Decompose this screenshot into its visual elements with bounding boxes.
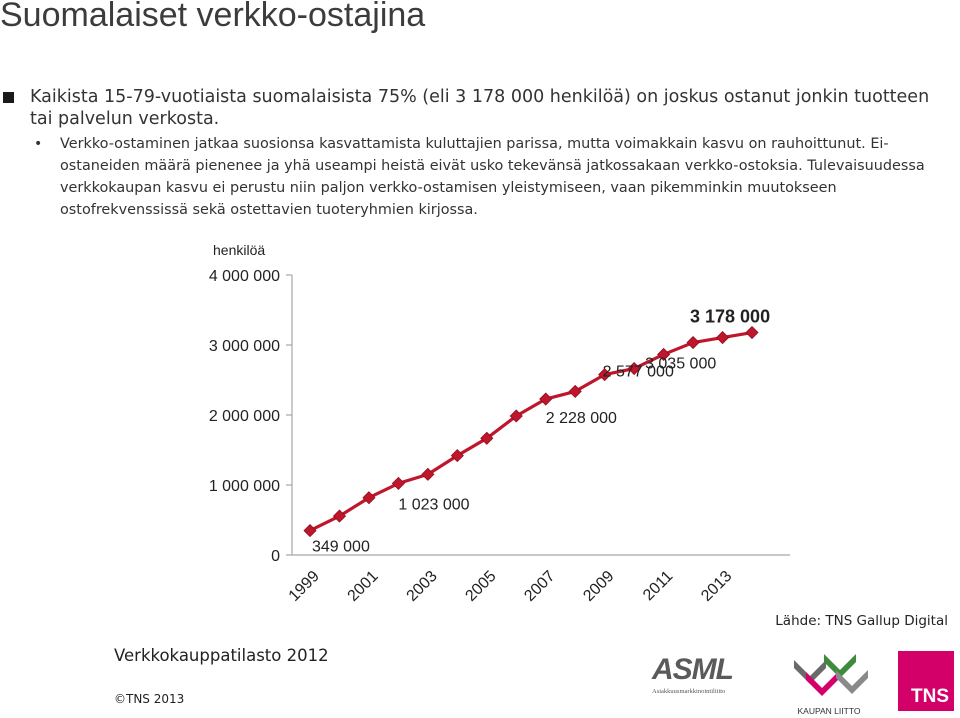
data-point bbox=[391, 476, 405, 490]
source-note: Lähde: TNS Gallup Digital bbox=[775, 613, 948, 629]
x-tick-label: 2007 bbox=[521, 568, 558, 605]
asml-logo-text: ASML bbox=[652, 653, 734, 686]
data-label: 3 178 000 bbox=[690, 307, 770, 327]
bullet-main: Kaikista 15-79-vuotiaista suomalaisista … bbox=[0, 86, 950, 130]
data-point bbox=[598, 368, 612, 382]
data-point bbox=[657, 347, 671, 362]
dot-bullet-icon: • bbox=[34, 136, 43, 152]
square-bullet-icon bbox=[3, 92, 14, 103]
data-point bbox=[450, 449, 464, 463]
x-tick-label: 2009 bbox=[580, 568, 617, 605]
asml-logo-subtitle: Asiakkuusmarkkinointiliitto bbox=[652, 688, 726, 695]
data-label: 3 035 000 bbox=[645, 356, 716, 373]
data-point bbox=[715, 331, 730, 345]
series-layer bbox=[303, 325, 759, 538]
tns-logo: TNS bbox=[898, 651, 954, 711]
data-label: 1 023 000 bbox=[398, 496, 469, 513]
data-point bbox=[362, 491, 376, 505]
y-axis: 0 1 000 000 2 000 000 3 000 000 4 000 000 hen… bbox=[209, 242, 293, 565]
x-tick-label: 2011 bbox=[640, 568, 676, 604]
x-tick-label: 1999 bbox=[286, 568, 323, 605]
x-tick-label: 2003 bbox=[404, 568, 441, 605]
y-tick-label: 3 000 000 bbox=[209, 338, 280, 355]
data-point bbox=[421, 467, 435, 481]
bullet-main-text: Kaikista 15-79-vuotiaista suomalaisista … bbox=[30, 87, 930, 129]
y-tick-label: 0 bbox=[271, 548, 280, 565]
bullet-sub: • Verkko-ostaminen jatkaa suosionsa kasv… bbox=[0, 133, 950, 221]
data-point bbox=[539, 392, 553, 406]
data-point bbox=[745, 325, 759, 340]
bullet-list: Kaikista 15-79-vuotiaista suomalaisista … bbox=[0, 86, 950, 221]
footer-title: Verkkokauppatilasto 2012 bbox=[114, 646, 329, 665]
y-tick-label: 1 000 000 bbox=[209, 478, 280, 495]
y-tick-label: 4 000 000 bbox=[209, 268, 280, 285]
data-point bbox=[509, 409, 523, 423]
copyright: ©TNS 2013 bbox=[114, 692, 185, 706]
data-label: 349 000 bbox=[312, 539, 370, 556]
slide-title: Suomalaiset verkko-ostajina bbox=[0, 0, 426, 34]
line-chart: 0 1 000 000 2 000 000 3 000 000 4 000 000 hen… bbox=[209, 242, 790, 605]
data-label: 2 228 000 bbox=[546, 410, 617, 427]
data-point bbox=[568, 384, 582, 398]
data-point bbox=[303, 524, 317, 538]
kaupan-liitto-chevrons-icon bbox=[794, 654, 868, 696]
kaupan-liitto-label: KAUPAN LIITTO bbox=[797, 706, 861, 716]
y-axis-title: henkilöä bbox=[213, 242, 265, 258]
y-tick-label: 2 000 000 bbox=[209, 408, 280, 425]
asml-logo: ASML Asiakkuusmarkkinointiliitto bbox=[652, 655, 752, 707]
data-point bbox=[627, 361, 641, 376]
data-point bbox=[332, 509, 347, 523]
x-tick-label: 2013 bbox=[698, 568, 735, 605]
series-line bbox=[309, 330, 753, 533]
x-tick-label: 2005 bbox=[462, 568, 499, 605]
tns-logo-text: TNS bbox=[911, 686, 949, 707]
x-axis: 1999 2001 2003 2005 2007 2009 2011 2013 bbox=[286, 554, 790, 605]
chart-container: 0 1 000 000 2 000 000 3 000 000 4 000 000 hen… bbox=[0, 230, 960, 630]
data-label: 2 577 000 bbox=[603, 364, 674, 381]
bullet-sub-text: Verkko-ostaminen jatkaa suosionsa kasvat… bbox=[60, 136, 925, 218]
kaupan-liitto-logo: KAUPAN LIITTO bbox=[784, 646, 874, 718]
x-tick-label: 2001 bbox=[345, 568, 382, 605]
data-point bbox=[480, 431, 494, 445]
data-point bbox=[686, 335, 700, 350]
